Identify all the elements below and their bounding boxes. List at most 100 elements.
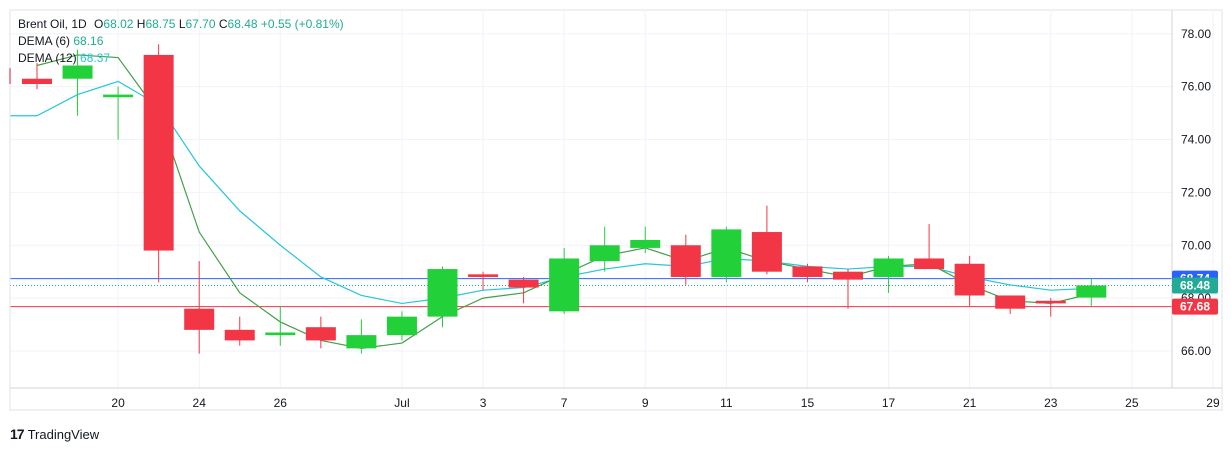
candle <box>1035 298 1066 317</box>
candle-body <box>103 94 134 98</box>
candle-body <box>508 279 539 288</box>
close-value: 68.48 <box>227 17 258 31</box>
candle <box>386 311 417 341</box>
candle <box>62 49 93 116</box>
candle-body <box>386 316 417 336</box>
brand-footer[interactable]: 17 TradingView <box>10 426 99 442</box>
y-tick-label: 66.00 <box>1181 344 1211 358</box>
dema12-value: 68.37 <box>80 51 111 65</box>
x-tick-label: 29 <box>1206 396 1220 410</box>
dema6-row[interactable]: DEMA (6) 68.16 <box>18 33 344 50</box>
y-tick-label: 70.00 <box>1181 238 1211 252</box>
candle <box>22 62 52 90</box>
candle-body <box>995 295 1026 309</box>
candle <box>427 266 458 328</box>
left-mask <box>0 0 10 389</box>
x-tick-label: 26 <box>274 396 288 410</box>
dema12-line <box>10 80 1092 305</box>
dema12-label: DEMA (12) <box>18 51 77 65</box>
candle <box>711 226 742 283</box>
price-tag-label: 68.48 <box>1180 278 1210 292</box>
close-label: C <box>218 17 228 31</box>
dema12-row[interactable]: DEMA (12) 68.37 <box>18 50 344 67</box>
tradingview-logo-icon: 17 <box>10 426 25 442</box>
chart-legend: Brent Oil, 1D O68.02 H68.75 L67.70 C68.4… <box>18 16 344 67</box>
y-tick-label: 78.00 <box>1181 27 1211 41</box>
candle <box>184 261 215 354</box>
open-label: O <box>94 17 104 31</box>
low-value: 67.70 <box>185 17 216 31</box>
candle <box>873 255 904 293</box>
candle-body <box>549 258 580 312</box>
dema6-value: 68.16 <box>73 34 104 48</box>
x-tick-label: Jul <box>394 396 409 410</box>
x-tick-label: 7 <box>561 396 568 410</box>
candle <box>792 263 823 283</box>
candle <box>589 226 620 272</box>
candle-body <box>468 274 499 277</box>
candle <box>630 226 661 254</box>
candle-body <box>751 232 782 272</box>
candle <box>508 276 539 304</box>
candle-body <box>346 335 377 349</box>
candle-body <box>833 271 863 280</box>
candle <box>143 44 174 283</box>
low-label: L <box>178 17 186 31</box>
candle-body <box>1035 300 1066 304</box>
candle <box>265 306 296 346</box>
candle-body <box>630 239 661 248</box>
candle-body <box>792 266 823 277</box>
candle <box>346 319 377 354</box>
candle-body <box>873 258 904 277</box>
x-tick-label: 23 <box>1044 396 1058 410</box>
price-tag-box <box>1172 277 1218 294</box>
candle <box>995 295 1026 314</box>
candle <box>549 247 580 314</box>
change-value: +0.55 (+0.81%) <box>260 17 344 31</box>
candle-body <box>711 229 742 277</box>
candle-body <box>914 258 945 270</box>
candle <box>914 224 945 270</box>
candle-body <box>954 263 985 296</box>
x-tick-label: 3 <box>480 396 487 410</box>
high-label: H <box>136 17 146 31</box>
x-tick-label: 15 <box>801 396 815 410</box>
x-tick-label: 24 <box>193 396 207 410</box>
brand-name: TradingView <box>27 426 100 442</box>
candle <box>954 255 985 307</box>
symbol-label: Brent Oil, 1D <box>18 17 87 31</box>
candle <box>103 86 134 140</box>
grid <box>10 10 1214 388</box>
candle <box>305 316 336 349</box>
candle-body <box>143 54 174 251</box>
x-tick-label: 20 <box>111 396 125 410</box>
candle <box>1076 278 1107 307</box>
x-tick-label: 25 <box>1125 396 1139 410</box>
open-value: 68.02 <box>103 17 134 31</box>
candle-body <box>184 308 215 330</box>
candle-body <box>670 245 701 277</box>
candle-body <box>224 329 255 341</box>
dema6-label: DEMA (6) <box>18 34 71 48</box>
x-tick-label: 21 <box>963 396 977 410</box>
y-tick-label: 76.00 <box>1181 80 1211 94</box>
candle <box>468 271 499 291</box>
price-tag-box <box>1172 298 1218 315</box>
x-tick-label: 9 <box>642 396 649 410</box>
y-tick-label: 74.00 <box>1181 133 1211 147</box>
y-tick-label: 72.00 <box>1181 185 1211 199</box>
candle-body <box>427 269 458 317</box>
candle-body <box>305 327 336 341</box>
candle <box>224 316 255 346</box>
candle <box>751 205 782 275</box>
x-tick-label: 17 <box>882 396 896 410</box>
candle-body <box>62 65 93 79</box>
candle <box>670 234 701 285</box>
x-tick-label: 11 <box>720 396 733 410</box>
candle-body <box>589 245 620 262</box>
ohlc-row: Brent Oil, 1D O68.02 H68.75 L67.70 C68.4… <box>18 16 344 33</box>
candles <box>0 0 1107 389</box>
